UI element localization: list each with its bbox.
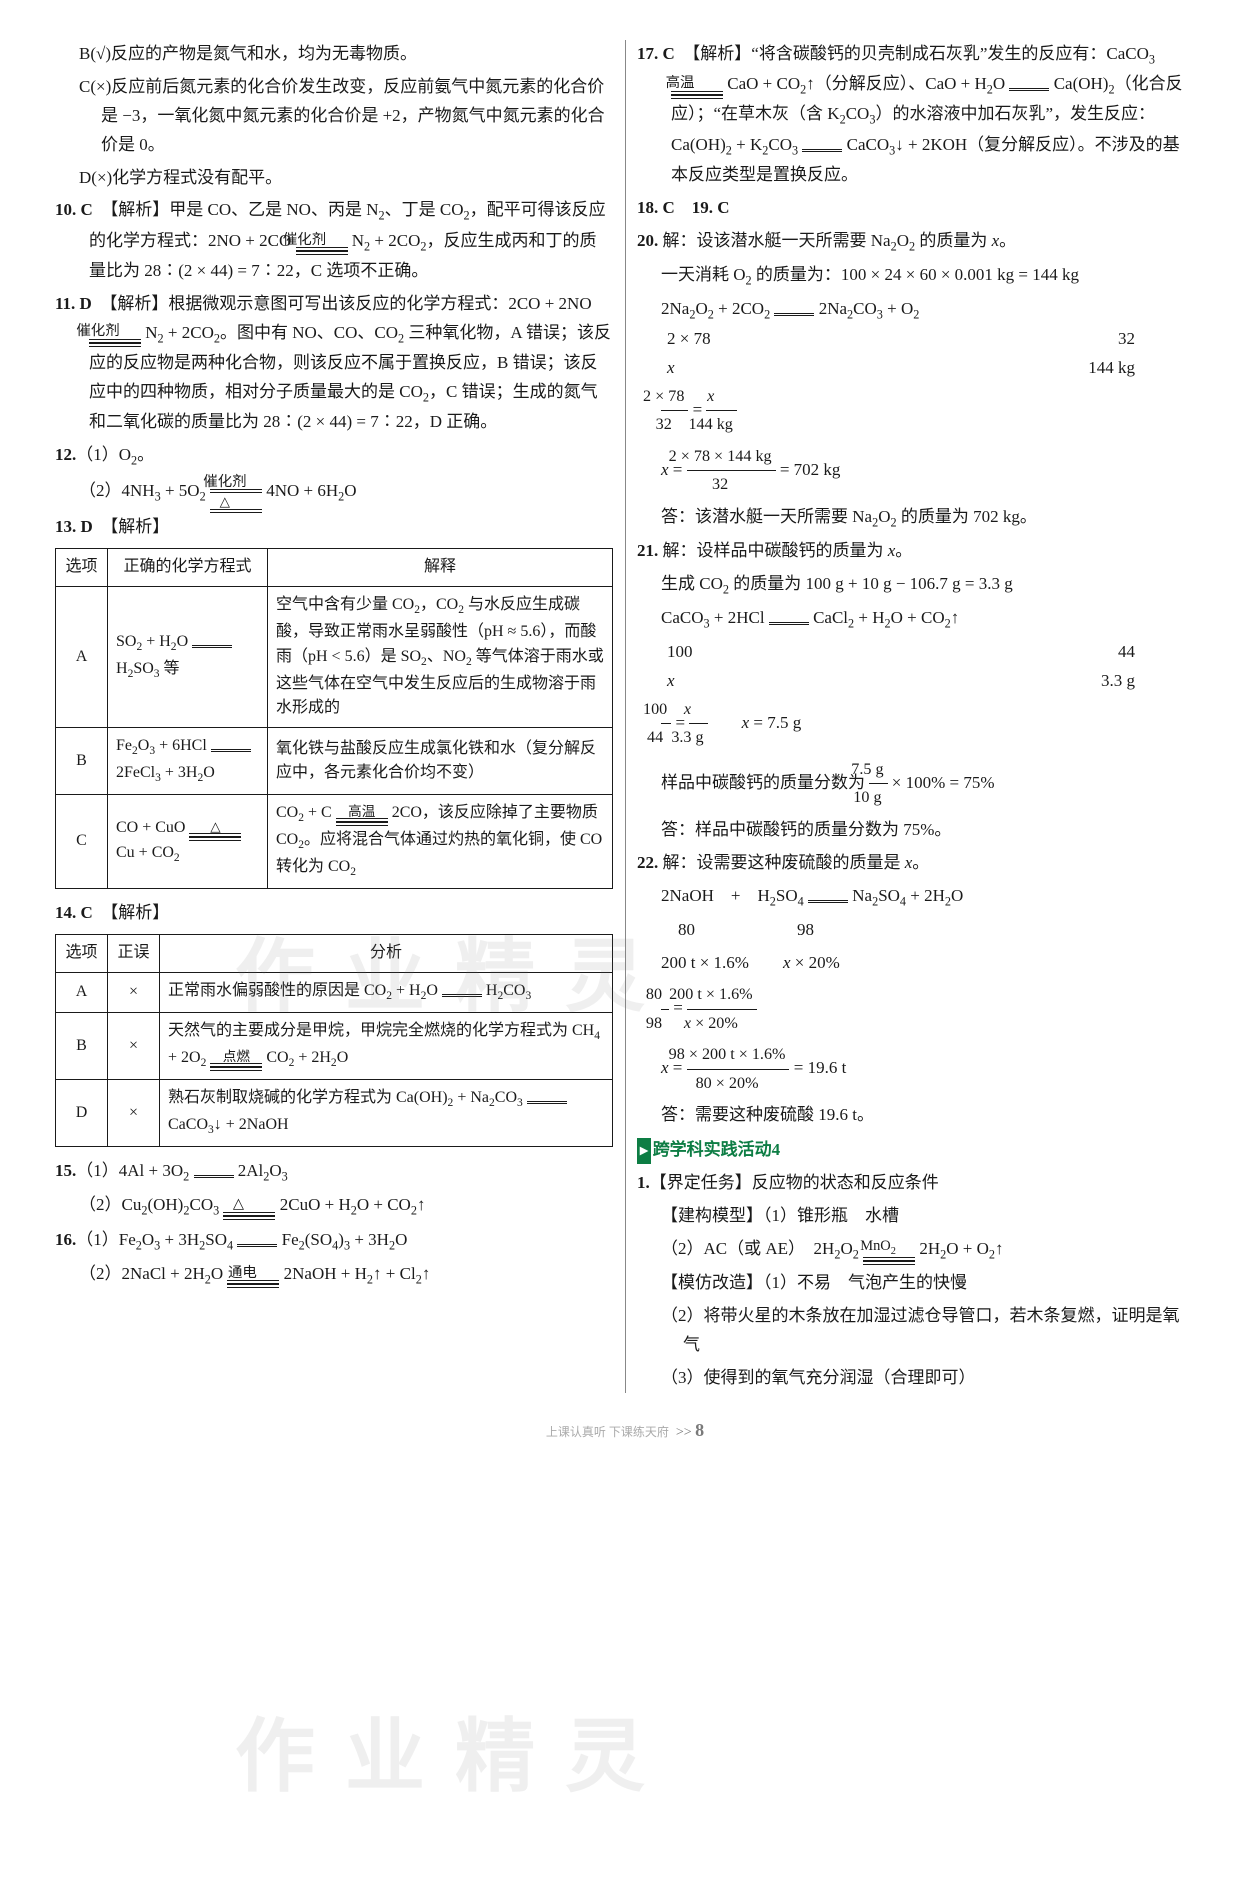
th-eq: 正确的化学方程式: [108, 549, 268, 587]
text-line: （2）4NH3 + 5O2 催化剂△ 4NO + 6H2O: [55, 475, 613, 509]
table-row: A×正常雨水偏弱酸性的原因是 CO2 + H2O H2CO3: [56, 973, 613, 1013]
th-option: 选项: [56, 549, 108, 587]
text-line: 14. C 【解析】: [55, 899, 613, 928]
text-line: 12.（1）O2。: [55, 441, 613, 471]
text-line: 15.（1）4Al + 3O2 2Al2O3: [55, 1157, 613, 1187]
right-column-items-3: 22. 解：设需要这种废硫酸的质量是 x。 2NaOH + H2SO4 Na2SO…: [637, 849, 1195, 912]
left-column-items-2: 14. C 【解析】: [55, 899, 613, 928]
answer-21: 答：样品中碳酸钙的质量分数为 75%。: [637, 816, 1195, 845]
answer-20: 答：该潜水艇一天所需要 Na2O2 的质量为 702 kg。: [637, 503, 1195, 533]
calc-block-21: 10044 x3.3 g 10044 = x3.3 g x = 7.5 g 样品…: [637, 638, 1195, 844]
calc-20-result: x = 2 × 78 × 144 kg32 = 702 kg: [637, 443, 1195, 499]
left-column-items: B(√)反应的产物是氮气和水，均为无毒物质。 C(×)反应前后氮元素的化合价发生改…: [55, 40, 613, 542]
text-line: （2）2NaCl + 2H2O 通电 2NaOH + H2↑ + Cl2↑: [55, 1260, 613, 1290]
page-number: 8: [695, 1420, 704, 1440]
play-icon: ▸: [637, 1138, 651, 1164]
text-line: 1.【界定任务】反应物的状态和反应条件: [637, 1169, 1195, 1198]
text-line: 生成 CO2 的质量为 100 g + 10 g − 106.7 g = 3.3…: [637, 570, 1195, 600]
section-heading: ▸跨学科实践活动4: [637, 1136, 1195, 1165]
text-line: 18. C 19. C: [637, 194, 1195, 223]
calc-22-result: x = 98 × 200 t × 1.6%80 × 20% = 19.6 t: [637, 1041, 1195, 1097]
text-line: 2Na2O2 + 2CO2 2Na2CO3 + O2: [637, 295, 1195, 325]
calc-block-22: 80 98 200 t × 1.6% x × 20% 8098 = 200 t …: [637, 916, 1195, 1130]
text-line: 17. C 【解析】“将含碳酸钙的贝壳制成石灰乳”发生的反应有：CaCO3 高温…: [637, 40, 1195, 190]
text-line: 2NaOH + H2SO4 Na2SO4 + 2H2O: [637, 882, 1195, 912]
calc-21-result: 样品中碳酸钙的质量分数为 7.5 g10 g × 100% = 75%: [637, 756, 1195, 812]
text-line: （3）使得到的氧气充分润湿（合理即可）: [637, 1364, 1195, 1393]
text-line: CaCO3 + 2HCl CaCl2 + H2O + CO2↑: [637, 604, 1195, 634]
th-explain: 解释: [268, 549, 613, 587]
table-row: CCO + CuO △Cu + CO2CO2 + C 高温 2CO，该反应除掉了…: [56, 795, 613, 889]
text-line: C(×)反应前后氮元素的化合价发生改变，反应前氨气中氮元素的化合价是 −3，一氧…: [55, 73, 613, 160]
th-analysis: 分析: [160, 935, 613, 973]
text-line: 13. D 【解析】: [55, 513, 613, 542]
text-line: （2）Cu2(OH)2CO3 △ 2CuO + H2O + CO2↑: [55, 1191, 613, 1221]
text-line: 16.（1）Fe2O3 + 3H2SO4 Fe2(SO4)3 + 3H2O: [55, 1226, 613, 1256]
table-row: ASO2 + H2O H2SO3 等空气中含有少量 CO2，CO2 与水反应生成…: [56, 586, 613, 727]
th-tf: 正误: [108, 935, 160, 973]
footer-motto: 上课认真听 下课练天府: [546, 1425, 669, 1439]
watermark-text: 作业精灵: [235, 1690, 675, 1826]
answer-22: 答：需要这种废硫酸 19.6 t。: [637, 1101, 1195, 1130]
text-line: 10. C 【解析】甲是 CO、乙是 NO、丙是 N2、丁是 CO2，配平可得该…: [55, 196, 613, 285]
text-line: 【建构模型】（1）锥形瓶 水槽: [637, 1202, 1195, 1231]
two-column-page: B(√)反应的产物是氮气和水，均为无毒物质。 C(×)反应前后氮元素的化合价发生改…: [55, 40, 1195, 1393]
text-line: （2）将带火星的木条放在加湿过滤仓导管口，若木条复燃，证明是氧气: [637, 1302, 1195, 1360]
page-footer: 上课认真听 下课练天府 >> 8: [55, 1415, 1195, 1446]
text-line: （2）AC（或 AE） 2H2O2 MnO2 2H2O + O2↑: [637, 1235, 1195, 1265]
text-line: D(×)化学方程式没有配平。: [55, 164, 613, 193]
text-line: B(√)反应的产物是氮气和水，均为无毒物质。: [55, 40, 613, 69]
right-column-items-2: 21. 解：设样品中碳酸钙的质量为 x。生成 CO2 的质量为 100 g + …: [637, 537, 1195, 634]
text-line: 【模仿改造】（1）不易 气泡产生的快慢: [637, 1269, 1195, 1298]
table-q13: 选项 正确的化学方程式 解释 ASO2 + H2O H2SO3 等空气中含有少量…: [55, 548, 613, 889]
section-items: 1.【界定任务】反应物的状态和反应条件【建构模型】（1）锥形瓶 水槽 （2）AC（…: [637, 1169, 1195, 1393]
calc-20-frac: 2 × 7832 = x144 kg: [637, 383, 1195, 439]
th-option: 选项: [56, 935, 108, 973]
text-line: 一天消耗 O2 的质量为：100 × 24 × 60 × 0.001 kg = …: [637, 261, 1195, 291]
table-q14: 选项 正误 分析 A×正常雨水偏弱酸性的原因是 CO2 + H2O H2CO3B…: [55, 934, 613, 1147]
text-line: 21. 解：设样品中碳酸钙的质量为 x。: [637, 537, 1195, 566]
calc-21-frac: 10044 = x3.3 g x = 7.5 g: [637, 696, 1195, 752]
calc-block-20: 2 × 7832 x144 kg 2 × 7832 = x144 kg x = …: [637, 325, 1195, 533]
calc-22-frac: 8098 = 200 t × 1.6%x × 20%: [637, 981, 1195, 1037]
table-row: D×熟石灰制取烧碱的化学方程式为 Ca(OH)2 + Na2CO3 CaCO3↓…: [56, 1080, 613, 1147]
table-row: BFe2O3 + 6HCl 2FeCl3 + 3H2O氧化铁与盐酸反应生成氯化铁…: [56, 728, 613, 795]
text-line: 11. D 【解析】根据微观示意图可写出该反应的化学方程式：2CO + 2NO …: [55, 290, 613, 437]
text-line: 20. 解：设该潜水艇一天所需要 Na2O2 的质量为 x。: [637, 227, 1195, 257]
table-row: B×天然气的主要成分是甲烷，甲烷完全燃烧的化学方程式为 CH4 + 2O2 点燃…: [56, 1013, 613, 1080]
text-line: 22. 解：设需要这种废硫酸的质量是 x。: [637, 849, 1195, 878]
